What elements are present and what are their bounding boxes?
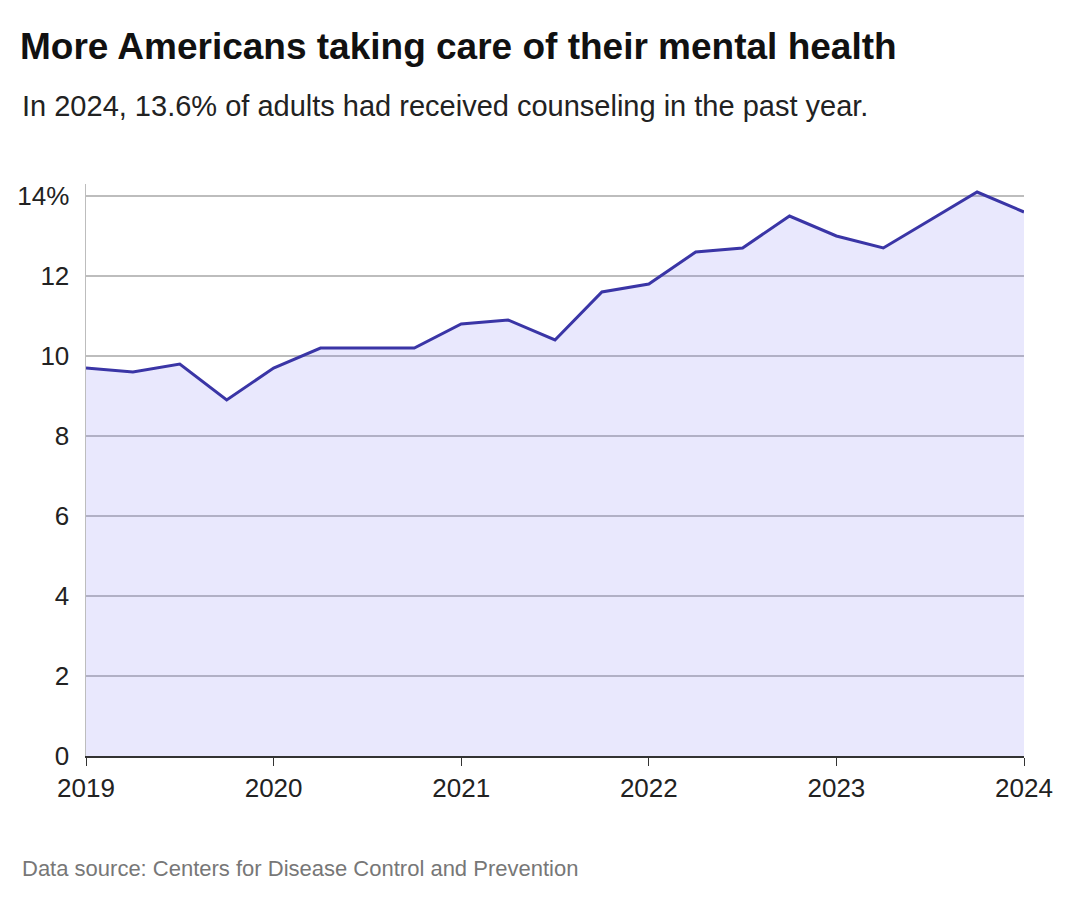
svg-text:10: 10	[40, 341, 69, 371]
svg-text:Data source: Centers for Disea: Data source: Centers for Disease Control…	[22, 856, 578, 881]
svg-text:12: 12	[40, 261, 69, 291]
svg-text:8: 8	[55, 421, 69, 451]
svg-text:More Americans taking care of: More Americans taking care of their ment…	[20, 26, 897, 67]
svg-text:2020: 2020	[245, 773, 303, 803]
svg-text:2022: 2022	[620, 773, 678, 803]
svg-text:In 2024, 13.6% of adults had r: In 2024, 13.6% of adults had received co…	[22, 90, 868, 122]
svg-text:2023: 2023	[807, 773, 865, 803]
svg-text:0: 0	[55, 741, 69, 771]
svg-text:2021: 2021	[432, 773, 490, 803]
svg-text:14%: 14%	[17, 181, 69, 211]
svg-text:2: 2	[55, 661, 69, 691]
svg-text:4: 4	[55, 581, 69, 611]
svg-text:2019: 2019	[57, 773, 115, 803]
svg-text:6: 6	[55, 501, 69, 531]
svg-text:2024: 2024	[995, 773, 1053, 803]
